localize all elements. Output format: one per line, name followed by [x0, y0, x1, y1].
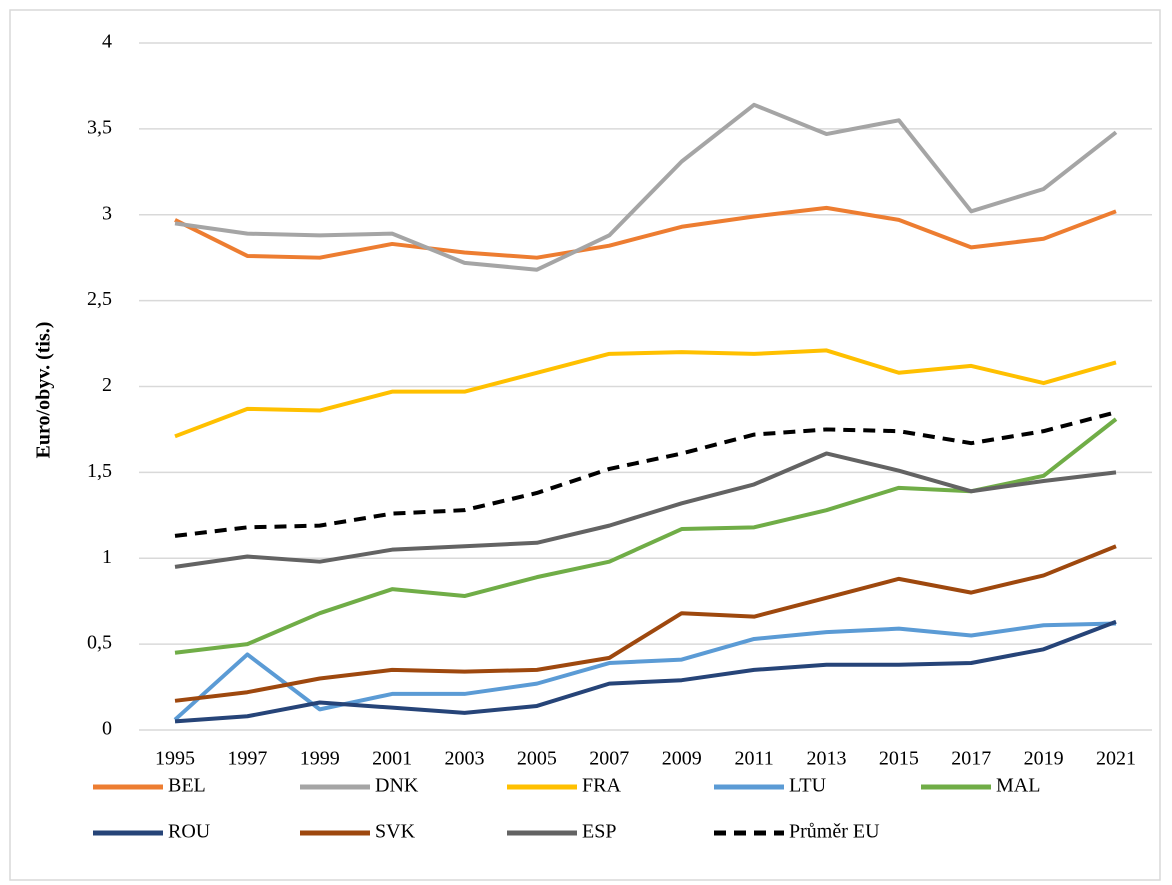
- y-tick-label: 0,5: [87, 632, 112, 654]
- y-axis-label: Euro/obyv. (tis.): [33, 322, 55, 459]
- x-tick-label: 2013: [806, 748, 846, 770]
- series-line: [174, 348, 1117, 439]
- series-line: [174, 205, 1117, 260]
- y-tick-label: 1,5: [87, 460, 112, 482]
- legend-label: ESP: [582, 821, 616, 843]
- legend-label: SVK: [375, 821, 416, 843]
- x-tick-label: 2005: [517, 748, 557, 770]
- y-tick-label: 3,5: [87, 116, 112, 138]
- x-tick-label: 1997: [227, 748, 267, 770]
- series-line: [174, 451, 1117, 569]
- x-tick-label: 2001: [372, 748, 412, 770]
- legend-label: MAL: [996, 775, 1040, 797]
- x-tick-label: 2021: [1096, 748, 1136, 770]
- chart-frame: [9, 9, 1161, 881]
- x-tick-label: 2017: [951, 748, 991, 770]
- x-tick-label: 1999: [300, 748, 340, 770]
- series-line: [174, 417, 1118, 655]
- series-line: [173, 621, 1117, 722]
- x-tick-label: 2015: [879, 748, 919, 770]
- x-tick-label: 2007: [589, 748, 629, 770]
- y-tick-label: 2: [102, 374, 112, 396]
- x-tick-label: 2009: [662, 748, 702, 770]
- legend-label: FRA: [582, 775, 621, 797]
- y-tick-label: 1: [102, 546, 112, 568]
- y-tick-label: 2,5: [87, 288, 112, 310]
- x-tick-label: 1995: [155, 748, 195, 770]
- legend-label: BEL: [168, 775, 206, 797]
- x-tick-label: 2003: [445, 748, 485, 770]
- y-tick-label: 4: [102, 31, 112, 53]
- series-line: [174, 102, 1118, 272]
- legend-label: DNK: [375, 775, 419, 797]
- y-tick-label: 3: [102, 202, 112, 224]
- series-line: [174, 544, 1117, 703]
- x-tick-label: 2011: [734, 748, 773, 770]
- legend-label: Průměr EU: [789, 821, 880, 843]
- x-tick-label: 2019: [1024, 748, 1064, 770]
- series-line: [174, 619, 1117, 724]
- y-tick-label: 0: [102, 718, 112, 740]
- legend-label: ROU: [168, 821, 211, 843]
- legend-label: LTU: [789, 775, 827, 797]
